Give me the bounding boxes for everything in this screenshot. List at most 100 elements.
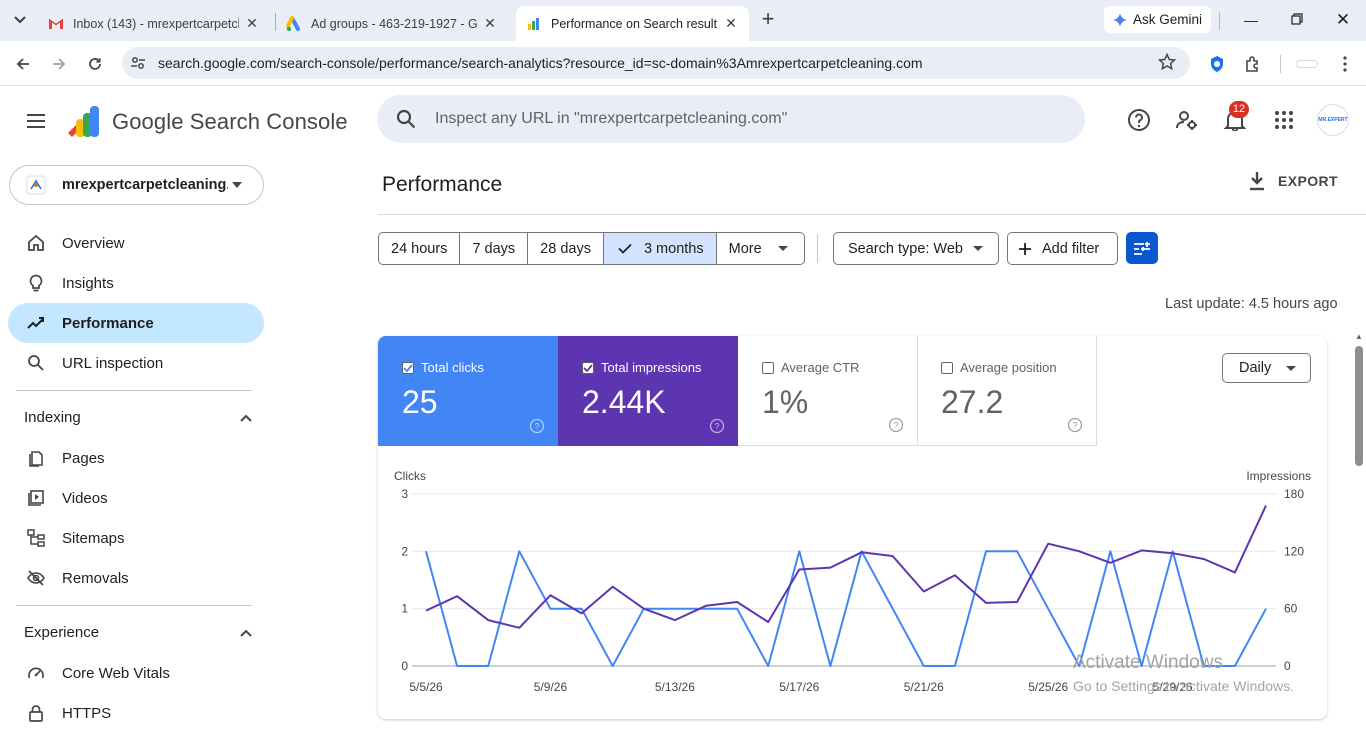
new-tab-icon[interactable]: + (761, 6, 775, 31)
account-avatar[interactable]: MR.EXPERT (1317, 104, 1349, 136)
search-type-filter[interactable]: Search type: Web (833, 232, 999, 265)
metric-total-clicks[interactable]: Total clicks 25 ? (378, 336, 558, 446)
site-info-icon[interactable] (130, 55, 146, 71)
metric-value: 1% (762, 384, 809, 420)
dropdown-caret-icon (232, 182, 242, 188)
lock-icon (26, 703, 46, 723)
filter-options-button[interactable] (1126, 232, 1158, 264)
range-label: More (728, 240, 762, 257)
range-3-months[interactable]: 3 months (603, 233, 717, 264)
metric-average-position[interactable]: Average position 27.2 ? (917, 336, 1097, 446)
google-apps-icon[interactable] (1271, 107, 1297, 133)
search-input[interactable] (435, 110, 1035, 128)
range-7-days[interactable]: 7 days (460, 233, 529, 264)
plus-icon (1019, 242, 1031, 255)
sidebar-item-sitemaps[interactable]: Sitemaps (8, 518, 264, 558)
url-inspection-search[interactable] (377, 95, 1085, 143)
sidebar-item-performance[interactable]: Performance (8, 303, 264, 343)
search-console-app: Google Search Console 12 MR.EXPERT mrexp… (0, 87, 1366, 728)
scroll-up-arrow-icon[interactable]: ▲ (1355, 332, 1363, 341)
browser-tab-gmail[interactable]: Inbox (143) - mrexpertcarpetcleaning ✕ (38, 6, 270, 41)
help-icon[interactable]: ? (709, 418, 725, 434)
granularity-dropdown[interactable]: Daily (1222, 353, 1311, 383)
bookmark-star-icon[interactable] (1158, 53, 1176, 71)
home-icon (26, 233, 46, 253)
range-24-hours[interactable]: 24 hours (379, 233, 461, 264)
series-line-impressions (425, 505, 1267, 629)
browser-toolbar: search.google.com/search-console/perform… (0, 41, 1366, 86)
checkbox-checked-icon[interactable] (582, 361, 594, 374)
close-tab-icon[interactable]: ✕ (246, 15, 258, 31)
metric-average-ctr[interactable]: Average CTR 1% ? (738, 336, 918, 446)
sidebar-item-label: Pages (62, 449, 105, 467)
sidebar-item-insights[interactable]: Insights (8, 263, 264, 303)
sidebar-item-core-web-vitals[interactable]: Core Web Vitals (8, 653, 264, 693)
extensions-puzzle-icon[interactable] (1242, 53, 1264, 75)
x-tick-label: 5/9/26 (534, 680, 568, 694)
range-more[interactable]: More (717, 233, 804, 264)
close-tab-icon[interactable]: ✕ (484, 15, 496, 31)
minimize-icon[interactable]: — (1244, 12, 1258, 28)
page-title: Performance (382, 173, 503, 196)
close-tab-icon[interactable]: ✕ (725, 15, 737, 31)
back-icon[interactable] (10, 51, 36, 77)
forward-icon[interactable] (46, 51, 72, 77)
gemini-sparkle-icon (1112, 12, 1127, 27)
checkbox-unchecked-icon[interactable] (762, 361, 774, 374)
help-icon[interactable] (1126, 107, 1152, 133)
browser-tab-google-ads[interactable]: Ad groups - 463-219-1927 - Google Ads ✕ (276, 6, 508, 41)
address-bar[interactable]: search.google.com/search-console/perform… (122, 47, 1190, 79)
sidebar-item-label: Videos (62, 489, 108, 507)
sidebar-section-indexing[interactable]: Indexing (24, 409, 252, 426)
extension-shield-icon[interactable] (1206, 53, 1228, 75)
property-selector[interactable]: mrexpertcarpetcleaning.com (9, 165, 264, 205)
help-icon[interactable]: ? (888, 417, 904, 433)
performance-chart-card: Total clicks 25 ? Total impressions 2.44… (378, 336, 1327, 719)
sidebar-item-url-inspection[interactable]: URL inspection (8, 343, 264, 383)
sidebar-item-https[interactable]: HTTPS (8, 693, 264, 733)
main-menu-icon[interactable] (24, 109, 48, 133)
checkbox-unchecked-icon[interactable] (941, 361, 953, 374)
search-icon (396, 109, 416, 129)
browser-menu-icon[interactable] (1334, 53, 1356, 75)
page-scrollbar[interactable]: ▲ (1352, 332, 1366, 728)
sidebar-item-pages[interactable]: Pages (8, 438, 264, 478)
sidebar-item-label: Removals (62, 569, 129, 587)
eye-off-icon (26, 568, 46, 588)
url-text: search.google.com/search-console/perform… (158, 55, 923, 71)
sidebar-item-label: Insights (62, 274, 114, 292)
sidebar-item-videos[interactable]: Videos (8, 478, 264, 518)
search-console-icon (528, 17, 539, 30)
reload-icon[interactable] (82, 51, 108, 77)
help-icon[interactable]: ? (529, 418, 545, 434)
add-filter-label: Add filter (1042, 240, 1100, 257)
search-console-logo-icon (68, 106, 99, 137)
browser-tab-search-console[interactable]: Performance on Search results ✕ (516, 6, 749, 41)
help-icon[interactable]: ? (1067, 417, 1083, 433)
profile-avatar-icon[interactable] (1295, 53, 1319, 75)
checkbox-checked-icon[interactable] (402, 361, 414, 374)
metric-total-impressions[interactable]: Total impressions 2.44K ? (558, 336, 738, 446)
range-28-days[interactable]: 28 days (528, 233, 604, 264)
metric-label: Total impressions (601, 360, 702, 375)
y-left-tick-label: 0 (401, 659, 408, 673)
sidebar-item-removals[interactable]: Removals (8, 558, 264, 598)
tab-title: Performance on Search results (551, 16, 717, 31)
metric-value: 27.2 (941, 384, 1004, 420)
export-label: EXPORT (1278, 173, 1338, 189)
ask-gemini-button[interactable]: Ask Gemini (1104, 6, 1211, 33)
chevron-up-icon (240, 414, 252, 422)
right-axis-label: Impressions (1246, 469, 1311, 483)
product-name: Google Search Console (112, 109, 348, 134)
y-left-tick-label: 1 (401, 602, 408, 616)
restore-icon[interactable] (1285, 8, 1309, 32)
sidebar-section-experience[interactable]: Experience (24, 624, 252, 641)
tab-search-dropdown-icon[interactable] (8, 8, 32, 32)
range-label: 7 days (472, 240, 516, 257)
add-filter-button[interactable]: Add filter (1007, 232, 1118, 265)
search-console-preferences-icon[interactable] (1174, 107, 1200, 133)
sidebar-item-overview[interactable]: Overview (8, 223, 264, 263)
export-button[interactable]: EXPORT (1248, 171, 1338, 191)
scrollbar-thumb[interactable] (1355, 346, 1363, 466)
close-window-icon[interactable]: ✕ (1335, 10, 1351, 29)
